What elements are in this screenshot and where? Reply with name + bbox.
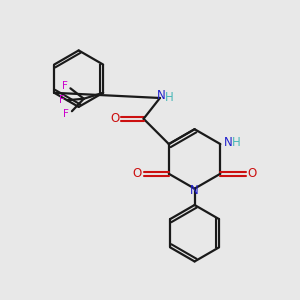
Text: N: N [190,184,199,196]
Text: H: H [232,136,241,149]
Text: H: H [165,91,174,104]
Text: N: N [157,89,166,102]
Text: O: O [132,167,142,180]
Text: F: F [61,81,68,91]
Text: O: O [248,167,257,180]
Text: F: F [58,95,64,105]
Text: O: O [110,112,119,125]
Text: N: N [224,136,232,149]
Text: F: F [63,109,69,118]
